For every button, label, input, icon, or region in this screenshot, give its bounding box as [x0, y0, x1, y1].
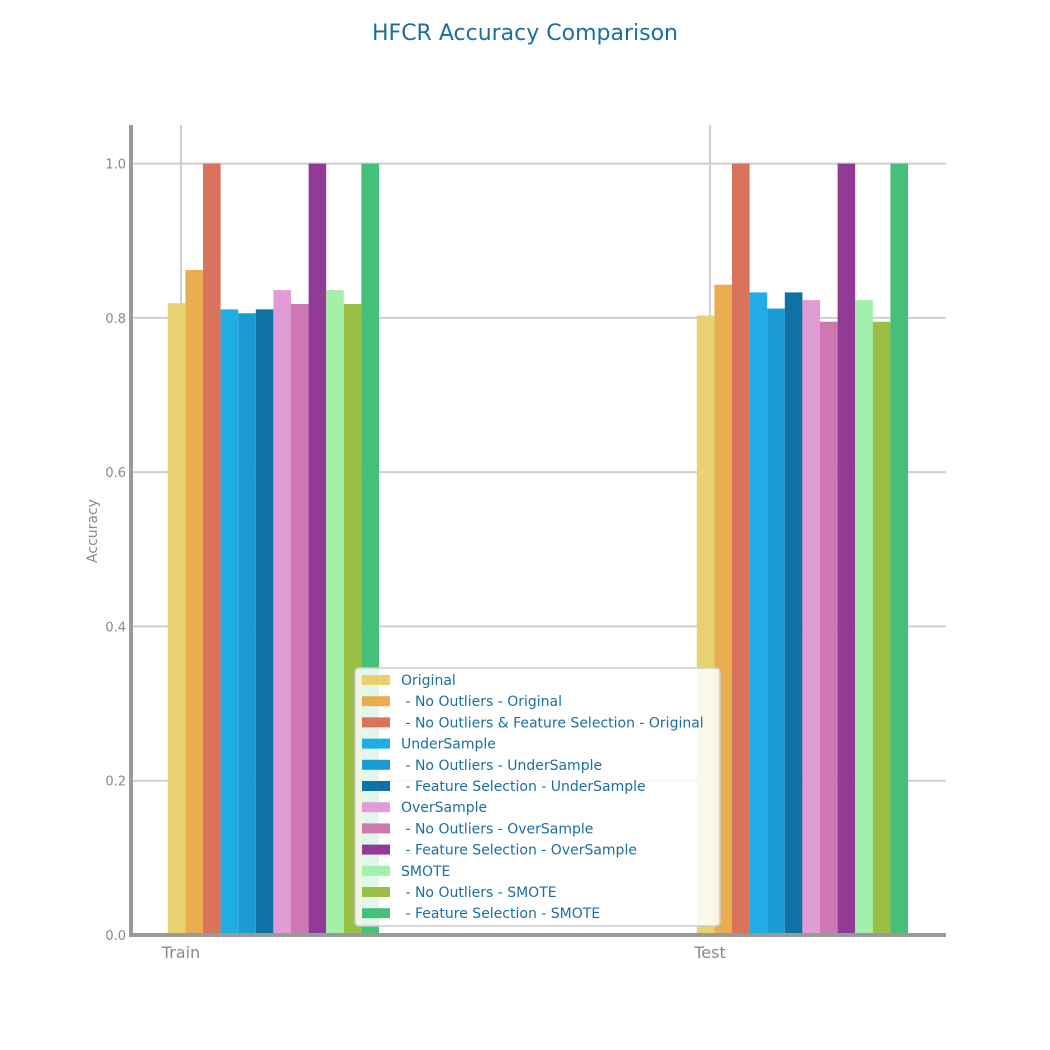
bar [837, 163, 856, 936]
legend-swatch [362, 696, 390, 707]
legend-label: SMOTE [401, 864, 450, 880]
legend-swatch [362, 717, 390, 728]
y-axis-label: Accuracy [85, 499, 101, 563]
bar [167, 303, 186, 935]
bar [326, 290, 344, 936]
legend-swatch [362, 887, 390, 897]
legend-label: - No Outliers & Feature Selection - Orig… [401, 715, 704, 731]
legend-label: - Feature Selection - UnderSample [401, 779, 646, 795]
bar [749, 292, 768, 935]
y-tick-label: 0.4 [105, 620, 126, 635]
bar [855, 300, 873, 936]
bar [872, 321, 891, 935]
bar [185, 270, 203, 935]
legend-label: Original [401, 673, 456, 689]
bar [291, 303, 309, 935]
legend-label: - Feature Selection - SMOTE [401, 906, 600, 922]
bar [890, 163, 908, 936]
bar [784, 292, 803, 935]
bar [220, 309, 239, 935]
x-tick-label: Train [161, 943, 200, 962]
legend-swatch [362, 802, 390, 813]
legend-label: - Feature Selection - OverSample [401, 843, 637, 859]
y-tick-label: 1.0 [105, 158, 126, 173]
legend: Original - No Outliers - Original - No O… [354, 667, 721, 927]
legend-label: - No Outliers - UnderSample [401, 758, 602, 774]
legend-label: UnderSample [401, 737, 496, 753]
legend-swatch [362, 823, 390, 834]
bar [820, 321, 838, 935]
bar [308, 163, 327, 936]
chart-title: HFCR Accuracy Comparison [372, 21, 678, 46]
legend-box [354, 667, 721, 927]
legend-swatch [362, 908, 390, 919]
legend-label: - No Outliers - SMOTE [401, 885, 557, 901]
legend-swatch [362, 781, 390, 791]
bar [273, 290, 291, 936]
y-tick-label: 0.0 [105, 929, 126, 944]
bar [203, 163, 221, 936]
legend-swatch [362, 844, 390, 855]
legend-label: - No Outliers - Original [401, 694, 562, 710]
y-tick-label: 0.6 [105, 466, 126, 481]
bar [238, 313, 256, 935]
legend-label: OverSample [401, 800, 487, 816]
y-tick-label: 0.8 [105, 312, 126, 327]
legend-swatch [362, 865, 390, 876]
bar [732, 163, 750, 936]
x-tick-label: Test [693, 943, 726, 962]
y-tick-label: 0.2 [105, 775, 126, 790]
bar [767, 308, 785, 936]
legend-label: - No Outliers - OverSample [401, 821, 593, 837]
legend-swatch [362, 759, 390, 770]
bar [255, 309, 274, 935]
legend-swatch [362, 675, 390, 685]
bar [802, 300, 820, 936]
axes: 0.0 0.2 0.4 0.6 0.8 1.0 Train Test [105, 125, 946, 962]
legend-swatch [362, 738, 390, 749]
